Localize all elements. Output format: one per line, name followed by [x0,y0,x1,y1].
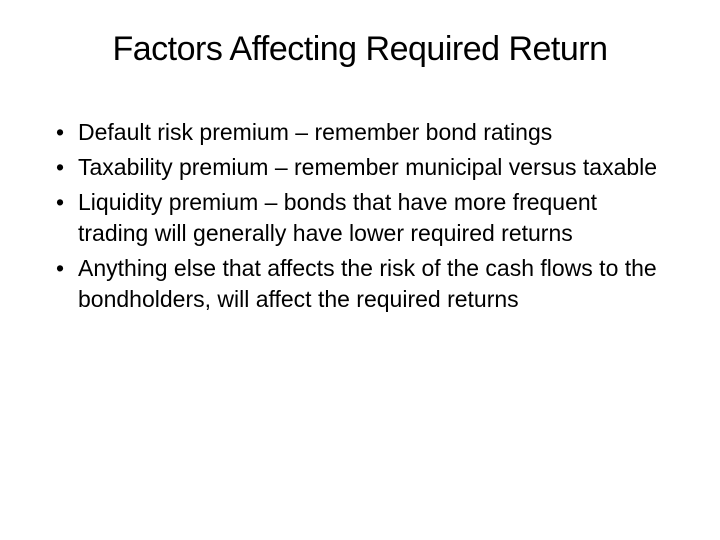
bullet-item: Taxability premium – remember municipal … [50,152,670,183]
bullet-item: Anything else that affects the risk of t… [50,253,670,315]
bullet-item: Default risk premium – remember bond rat… [50,117,670,148]
bullet-item: Liquidity premium – bonds that have more… [50,187,670,249]
slide-container: Factors Affecting Required Return Defaul… [0,0,720,540]
slide-title: Factors Affecting Required Return [50,30,670,69]
bullet-list: Default risk premium – remember bond rat… [50,117,670,315]
